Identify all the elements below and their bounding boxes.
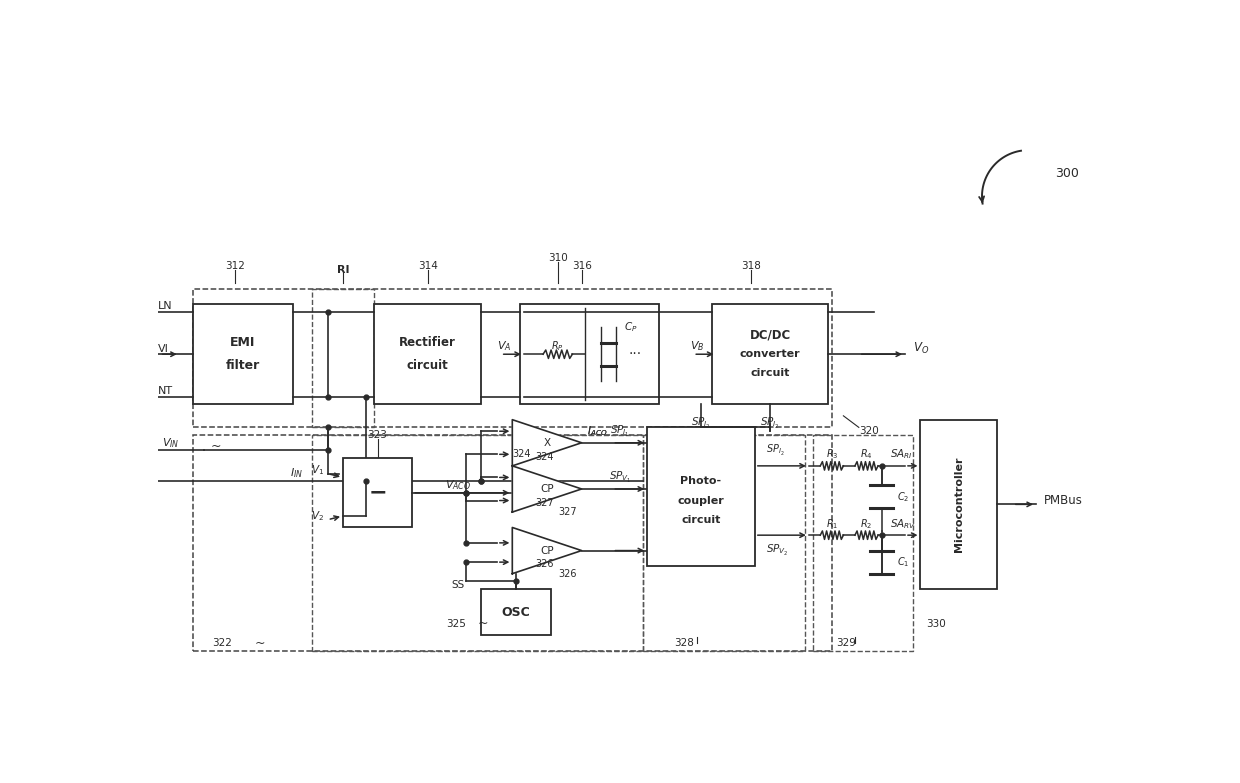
- Text: circuit: circuit: [681, 514, 720, 525]
- Bar: [312, 435, 644, 651]
- Text: $R_2$: $R_2$: [861, 517, 873, 531]
- Text: $V_{IN}$: $V_{IN}$: [162, 436, 180, 449]
- Bar: [920, 420, 997, 589]
- Text: 325: 325: [446, 619, 466, 629]
- Text: RI: RI: [336, 265, 350, 275]
- Text: $V_1$: $V_1$: [310, 463, 324, 477]
- Text: Rectifier: Rectifier: [399, 336, 456, 349]
- Text: 324: 324: [512, 449, 531, 460]
- Text: 310: 310: [548, 253, 568, 263]
- Bar: [312, 289, 373, 428]
- Text: OSC: OSC: [502, 606, 531, 619]
- Bar: [481, 589, 551, 635]
- Text: $R_P$: $R_P$: [552, 340, 564, 353]
- Bar: [192, 304, 293, 404]
- Text: $V_2$: $V_2$: [311, 509, 324, 523]
- Text: filter: filter: [226, 359, 260, 372]
- Text: Photo-: Photo-: [681, 476, 722, 486]
- Text: $SP_{I_2}$: $SP_{I_2}$: [691, 416, 711, 431]
- Text: 324: 324: [536, 452, 554, 462]
- Text: $I_{ACO}$: $I_{ACO}$: [587, 424, 608, 438]
- Text: 312: 312: [226, 261, 246, 271]
- Bar: [343, 458, 412, 528]
- Text: 314: 314: [418, 261, 438, 271]
- Text: 300: 300: [1055, 167, 1079, 180]
- Text: CP: CP: [541, 484, 554, 494]
- Bar: [812, 435, 913, 651]
- Text: ···: ···: [629, 347, 642, 361]
- Bar: [520, 304, 658, 404]
- Text: $SP_{V_1}$: $SP_{V_1}$: [609, 470, 631, 485]
- Text: X: X: [543, 438, 551, 448]
- Text: circuit: circuit: [407, 359, 449, 372]
- Text: NT: NT: [159, 386, 174, 396]
- Text: 327: 327: [536, 498, 554, 508]
- Text: LN: LN: [159, 301, 172, 312]
- Text: Microcontroller: Microcontroller: [954, 456, 963, 552]
- Text: VI: VI: [159, 344, 169, 354]
- Text: $R_3$: $R_3$: [826, 447, 838, 461]
- Text: coupler: coupler: [677, 496, 724, 506]
- Text: 329: 329: [836, 638, 856, 648]
- Text: $I_{IN}$: $I_{IN}$: [290, 467, 304, 481]
- Polygon shape: [512, 420, 582, 466]
- Text: $V_B$: $V_B$: [689, 340, 704, 353]
- Text: 328: 328: [675, 638, 694, 648]
- Text: PMBus: PMBus: [1044, 494, 1083, 507]
- Text: $V_A$: $V_A$: [497, 340, 512, 353]
- Bar: [373, 304, 481, 404]
- Text: $V_O$: $V_O$: [913, 341, 929, 356]
- Polygon shape: [512, 466, 582, 512]
- Text: ~: ~: [254, 637, 265, 649]
- Text: $SA_{RV}$: $SA_{RV}$: [889, 517, 915, 531]
- Text: $C_1$: $C_1$: [898, 555, 910, 569]
- Text: EMI: EMI: [231, 336, 255, 349]
- Text: converter: converter: [740, 349, 801, 359]
- Text: 316: 316: [572, 261, 591, 271]
- Text: 327: 327: [558, 507, 577, 517]
- Text: 320: 320: [859, 426, 879, 436]
- Text: −: −: [368, 483, 387, 503]
- Text: ~: ~: [211, 440, 221, 453]
- Bar: [192, 289, 832, 428]
- Text: 326: 326: [536, 559, 554, 569]
- Polygon shape: [512, 528, 582, 574]
- Text: ~: ~: [477, 617, 489, 630]
- Text: 326: 326: [558, 568, 577, 579]
- Text: $V_{ACO}$: $V_{ACO}$: [445, 478, 471, 492]
- Text: $SP_{I_1}$: $SP_{I_1}$: [610, 424, 630, 438]
- Text: DC/DC: DC/DC: [750, 329, 791, 341]
- Text: $R_1$: $R_1$: [826, 517, 838, 531]
- Text: $SP_{I_2}$: $SP_{I_2}$: [760, 416, 780, 431]
- Text: $C_2$: $C_2$: [898, 490, 910, 503]
- Text: CP: CP: [541, 546, 554, 556]
- Bar: [647, 428, 755, 566]
- Text: circuit: circuit: [750, 369, 790, 378]
- Text: $SP_{V_2}$: $SP_{V_2}$: [766, 543, 789, 558]
- Bar: [644, 435, 805, 651]
- Text: 330: 330: [926, 619, 946, 629]
- Text: SS: SS: [451, 580, 465, 590]
- Text: $SA_{RI}$: $SA_{RI}$: [889, 447, 913, 461]
- Text: 318: 318: [742, 261, 761, 271]
- Bar: [192, 435, 832, 651]
- Text: 322: 322: [212, 638, 232, 648]
- Text: $SP_{I_2}$: $SP_{I_2}$: [766, 443, 785, 458]
- Bar: [713, 304, 828, 404]
- Text: $R_4$: $R_4$: [861, 447, 873, 461]
- Text: $C_P$: $C_P$: [624, 320, 637, 334]
- Text: 323: 323: [367, 430, 387, 440]
- Text: $I_{ACO}$: $I_{ACO}$: [587, 424, 608, 438]
